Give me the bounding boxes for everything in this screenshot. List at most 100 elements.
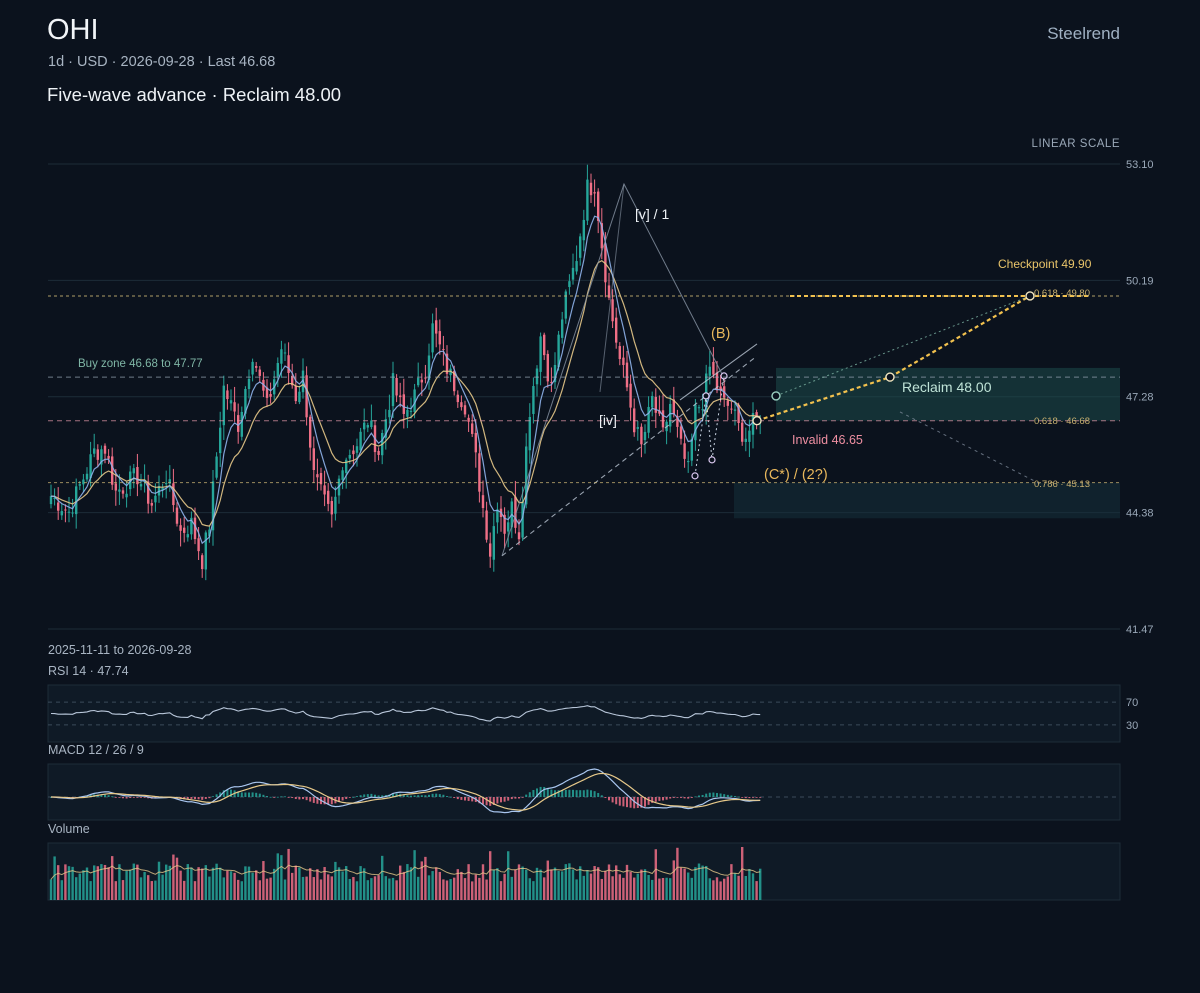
volume-bar — [615, 865, 618, 900]
wave-c-label: (C*) / (2?) — [764, 467, 828, 483]
candle-body — [733, 409, 737, 411]
macd-histogram-bar — [197, 797, 200, 800]
volume-bar — [258, 880, 261, 900]
downside-projection-line — [899, 411, 1041, 485]
volume-bar — [478, 877, 481, 900]
volume-bar — [694, 867, 697, 900]
macd-histogram-bar — [240, 792, 243, 797]
macd-histogram-bar — [194, 797, 196, 800]
volume-bar — [676, 847, 679, 900]
volume-bar — [193, 881, 197, 900]
volume-bar — [208, 876, 211, 900]
candle-body — [165, 483, 168, 485]
volume-bar — [528, 878, 531, 900]
wave-pivot-marker — [702, 392, 710, 400]
volume-bar — [366, 880, 369, 900]
candle-body — [57, 502, 60, 511]
macd-histogram-bar — [467, 797, 470, 801]
volume-bar — [377, 875, 380, 900]
chart-headline: Five-wave advance · Reclaim 48.00 — [47, 84, 342, 105]
volume-bar — [53, 856, 56, 900]
y-tick-label: 53.10 — [1126, 159, 1154, 171]
macd-histogram-bar — [593, 791, 596, 797]
candle-body — [229, 400, 233, 404]
volume-bar — [121, 880, 125, 900]
scale-label[interactable]: LINEAR SCALE — [1031, 138, 1120, 150]
macd-histogram-bar — [752, 797, 754, 798]
macd-histogram-bar — [370, 793, 373, 797]
volume-bar — [755, 881, 758, 900]
candle-body — [485, 510, 488, 540]
macd-histogram-bar — [111, 796, 114, 798]
volume-bar — [546, 860, 549, 900]
volume-bar — [165, 864, 168, 900]
volume-bar — [582, 875, 585, 900]
volume-bar — [78, 873, 81, 900]
volume-bar — [215, 863, 218, 900]
volume-bar — [244, 866, 247, 900]
candle-body — [107, 455, 110, 459]
volume-bar — [147, 875, 150, 900]
candles-layer[interactable] — [49, 164, 762, 581]
volume-bar — [82, 870, 85, 900]
macd-histogram-bar — [741, 797, 744, 798]
candle-body — [514, 496, 517, 528]
volume-bar — [658, 878, 661, 900]
macd-histogram-bar — [377, 795, 380, 797]
volume-bar — [629, 871, 632, 900]
macd-histogram-bar — [705, 793, 708, 797]
candle-body — [201, 555, 204, 570]
date-range-label: 2025-11-11 to 2026-09-28 — [48, 643, 192, 657]
macd-histogram-bar — [726, 794, 729, 797]
volume-bar — [111, 856, 114, 900]
candle-body — [348, 455, 351, 459]
candle-body — [647, 406, 650, 433]
rsi-line — [50, 705, 761, 722]
macd-histogram-bar — [258, 793, 261, 797]
volume-bar — [67, 866, 71, 900]
macd-histogram-bar — [723, 794, 726, 797]
volume-bar — [737, 875, 740, 900]
candle-body — [179, 525, 182, 531]
wave-pivot-marker — [691, 472, 699, 480]
macd-histogram-bar — [654, 797, 657, 802]
macd-histogram-bar — [518, 797, 520, 799]
candle-body — [294, 385, 297, 402]
candle-body — [582, 219, 585, 241]
volume-bar — [651, 879, 654, 900]
volume-bar — [539, 869, 542, 900]
macd-histogram-bar — [755, 797, 758, 798]
volume-bar — [456, 869, 459, 900]
macd-histogram-bar — [629, 797, 632, 808]
volume-bar — [49, 879, 53, 900]
macd-histogram-bar — [395, 793, 398, 797]
volume-bar — [240, 881, 243, 900]
candle-body — [539, 336, 542, 372]
candle-body — [435, 320, 438, 334]
candle-body — [424, 377, 427, 379]
volume-bar — [719, 881, 722, 900]
candle-body — [409, 410, 413, 412]
volume-bar — [690, 877, 693, 900]
macd-histogram-bar — [442, 794, 445, 797]
volume-bar — [514, 869, 517, 900]
volume-bar — [417, 876, 420, 900]
macd-histogram-bar — [302, 797, 304, 800]
volume-bar — [204, 865, 207, 900]
macd-histogram-bar — [251, 792, 254, 797]
candle-body — [543, 334, 546, 356]
volume-bar — [723, 878, 726, 900]
rsi-panel: 70 30 — [47, 684, 1138, 743]
candle-body — [247, 378, 251, 390]
macd-histogram-bar — [345, 797, 348, 800]
volume-bar — [597, 867, 600, 900]
volume-bar — [733, 873, 737, 900]
macd-histogram-bar — [374, 794, 376, 797]
volume-bar — [708, 878, 711, 900]
macd-histogram-bar — [665, 797, 668, 800]
volume-bar — [647, 875, 650, 900]
candle-body — [125, 493, 128, 498]
volume-bar — [190, 867, 193, 900]
macd-histogram-bar — [366, 794, 369, 797]
